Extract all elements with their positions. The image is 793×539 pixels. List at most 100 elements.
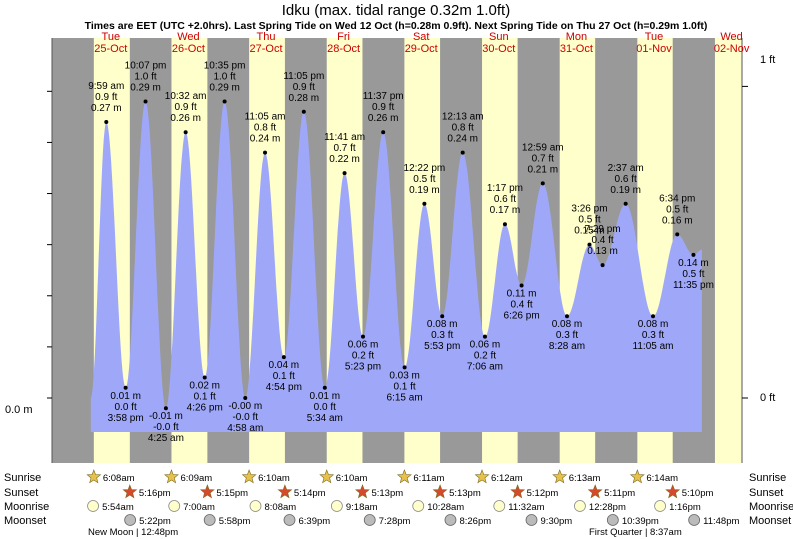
tide-event-label: 4:25 am [148,433,184,444]
tide-event-label: 0.15 m [574,226,605,237]
row-label-right: Moonrise [749,501,793,513]
moonrise-icon [249,500,262,512]
tide-events: 9:59 am0.9 ft0.27 m0.01 m0.0 ft3:58 pm10… [88,61,714,445]
tide-point [675,232,680,237]
tide-event-label: 0.9 ft [175,102,197,113]
tide-event-label: 0.08 m [638,319,669,330]
tide-event-label: 0.06 m [470,340,501,351]
moonrise-icon [168,500,181,512]
tide-event-label: 11:41 am [324,132,365,143]
tide-event-label: 0.0 ft [115,402,137,413]
row-label-left: Sunset [4,487,38,499]
moonset-time: 5:22pm [139,516,171,527]
y-axis-right-zero-label: 0 ft [760,392,775,404]
tide-point [440,314,445,319]
tide-event-label: 0.9 ft [372,102,394,113]
tide-event-label: 0.5 ft [682,269,704,280]
tide-event-label: 0.4 ft [510,300,532,311]
tide-event-label: 3:26 pm [571,204,607,215]
tide-event-label: 0.24 m [250,134,281,145]
day-date-label: 30-Oct [482,43,515,55]
sunrise-star-icon [241,469,257,484]
tide-water-area [90,101,702,432]
day-date-label: 26-Oct [172,43,205,55]
sunset-star-icon [199,484,215,499]
tide-event-label: 0.3 ft [642,330,664,341]
day-name-label: Sat [413,31,430,43]
moonset-icon [283,514,296,526]
moonrise-time: 5:54am [102,502,134,513]
new-moon-label: New Moon | 12:48pm [88,527,178,538]
moonset-icon [688,514,701,526]
moonset-time: 8:26pm [459,516,491,527]
day-date-label: 02-Nov [714,43,750,55]
tide-point [104,119,109,124]
tide-point [342,171,347,176]
tide-event-label: 5:53 pm [424,341,460,352]
sunset-time: 5:10pm [682,488,714,499]
tide-event-label: 0.22 m [329,154,360,165]
tide-event-label: 0.21 m [527,164,558,175]
tide-event-label: 6:34 pm [659,193,695,204]
tide-point [322,385,327,390]
sunrise-time: 6:09am [180,473,212,484]
day-name-label: Wed [720,31,742,43]
moonset-icon [203,514,216,526]
day-name-label: Sun [489,31,509,43]
tide-event-label: 6:26 pm [504,311,540,322]
day-date-label: 31-Oct [560,43,593,55]
first-quarter-label: First Quarter | 8:37am [589,527,682,538]
tide-point [519,283,524,288]
tide-point [202,375,207,380]
tide-event-label: 0.3 ft [431,330,453,341]
row-label-right: Sunrise [749,472,786,484]
y-axis-right-top-label: 1 ft [760,54,775,66]
sunrise-time: 6:11am [413,473,444,484]
sunrise-star-icon [629,469,645,484]
tide-point [651,314,656,319]
sunrise-star-icon [552,469,568,484]
astronomy-rows: Sunrise Sunrise Sunset Sunset Moonrise Moonri… [4,469,793,527]
tide-point [623,201,628,206]
sunset-time: 5:14pm [294,488,326,499]
tide-event-label: -0.01 m [149,411,183,422]
moonrise-time: 8:08am [264,502,296,513]
tide-event-label: 4:54 pm [266,382,302,393]
tide-event-label: 0.1 ft [393,381,415,392]
sunrise-time: 6:10am [258,473,290,484]
tide-event-label: 0.01 m [310,391,341,402]
tide-event-label: 0.04 m [269,360,300,371]
tide-event-label: 0.3 ft [556,330,578,341]
sunrise-time: 6:10am [336,473,368,484]
daylight-band [714,38,742,463]
moonset-icon [444,514,457,526]
moonset-time: 10:39pm [622,516,659,527]
tide-event-label: 11:05 pm [283,71,324,82]
sunset-star-icon [587,484,603,499]
tide-event-label: 1.0 ft [213,72,235,83]
sunrise-time: 6:12am [491,473,523,484]
tide-event-label: 0.26 m [170,113,201,124]
tide-event-label: 0.9 ft [293,82,315,93]
tide-event-label: 0.5 ft [578,215,600,226]
tide-event-label: 0.7 ft [333,143,355,154]
moonset-icon [363,514,376,526]
moonset-icon [124,514,137,526]
tide-event-label: 0.1 ft [194,392,216,403]
tide-event-label: 0.26 m [368,113,399,124]
day-date-label: 25-Oct [94,43,127,55]
day-headers: Tue25-OctWed26-OctThu27-OctFri28-OctSat2… [94,31,750,55]
tide-event-label: 0.7 ft [532,153,554,164]
tide-point [360,334,365,339]
tide-point [163,406,168,411]
tide-point [402,365,407,370]
tide-event-label: 0.29 m [130,83,161,94]
moonrise-icon [654,500,666,512]
tide-point [691,252,696,257]
row-label-left: Moonrise [4,501,49,513]
moonset-icon [606,514,619,526]
tide-event-label: 0.24 m [447,134,478,145]
tide-event-label: 12:59 am [522,142,564,153]
